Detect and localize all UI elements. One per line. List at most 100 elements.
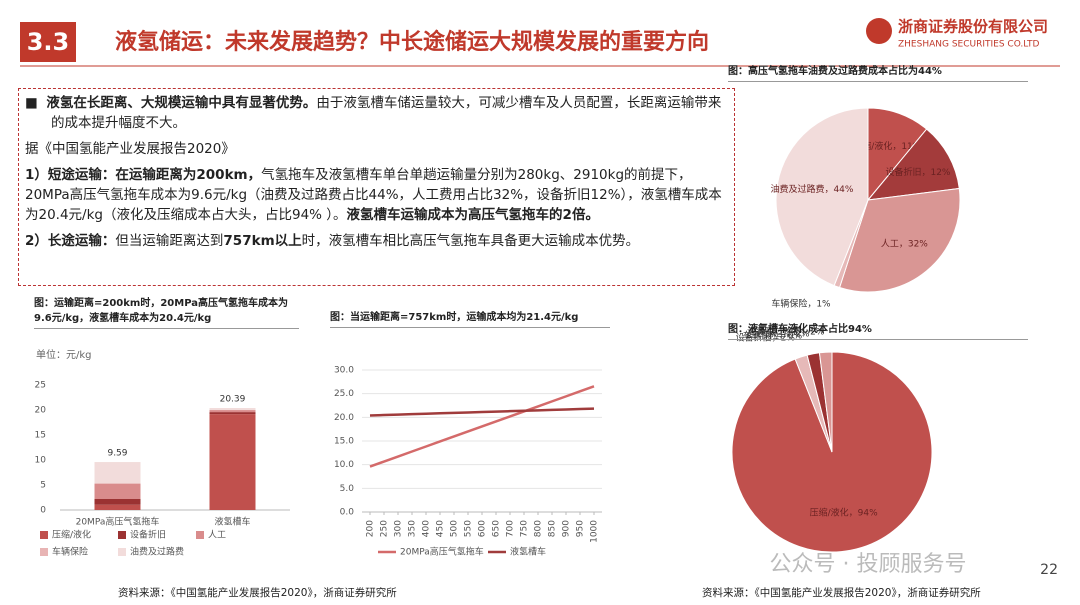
source: 资料来源：《中国氢能产业发展报告2020》，浙商证券研究所 — [118, 587, 397, 599]
text-run: 由于液氢槽车储运量较大，可减少槽车及人员配置，长距离运输带来的成本提升幅度不大。 — [51, 95, 722, 131]
x-tick-label: 550 — [464, 520, 474, 537]
bullet: ■ — [25, 95, 47, 111]
legend-swatch — [118, 548, 126, 556]
total-label: 20.39 — [220, 395, 246, 405]
slice-label: 压缩/液化，94% — [810, 506, 878, 518]
slice-label: 设备折旧，2% — [736, 331, 796, 343]
x-tick-label: 250 — [380, 520, 390, 537]
legend-label: 液氢槽车 — [510, 546, 546, 558]
legend-label: 压缩/液化 — [52, 529, 91, 541]
x-tick-label: 1000 — [590, 520, 600, 543]
chart-title: 图：当运输距离=757km时，运输成本均为21.4元/kg — [330, 310, 610, 328]
x-tick-label: 850 — [548, 520, 558, 537]
unit-label: 单位：元/kg — [36, 348, 92, 361]
bar-segment — [209, 412, 256, 415]
chart-title: 图：运输距离=200km时，20MPa高压气氢拖车成本为9.6元/kg，液氢槽车… — [34, 296, 299, 329]
y-tick-label: 25.0 — [334, 389, 354, 399]
x-tick-label: 液氢槽车 — [214, 516, 250, 528]
pie-slice — [775, 107, 869, 287]
paragraph: 1）短途运输：在运输距离为200km，气氢拖车及液氢槽车单台单趟运输量分别为28… — [25, 165, 728, 225]
y-tick-label: 20.0 — [334, 413, 354, 423]
y-tick-label: 15 — [35, 431, 46, 441]
slice-label: 油费及过路费，44% — [770, 183, 853, 195]
legend-label: 车辆保险 — [52, 546, 88, 558]
x-tick-label: 800 — [534, 520, 544, 537]
company-name: 浙商证券股份有限公司 — [898, 18, 1048, 36]
legend-label: 设备折旧 — [130, 529, 166, 541]
text-box: ■ 液氢在长距离、大规模运输中具有显著优势。由于液氢槽车储运量较大，可减少槽车及… — [18, 88, 735, 286]
section-box — [20, 22, 76, 62]
legend-label: 20MPa高压气氢拖车 — [400, 546, 484, 558]
y-tick-label: 5.0 — [340, 484, 355, 494]
x-tick-label: 450 — [436, 520, 446, 537]
text-run: 2）长途运输： — [25, 233, 116, 249]
y-tick-label: 10.0 — [334, 460, 354, 470]
slice-label: 车辆保险，1% — [771, 297, 831, 309]
legend-label: 人工 — [208, 530, 226, 541]
y-tick-label: 15.0 — [334, 437, 354, 447]
slice-label: 车辆保险，0% — [743, 329, 803, 341]
x-tick-label: 20MPa高压气氢拖车 — [76, 516, 160, 528]
x-tick-label: 200 — [366, 520, 376, 537]
paragraph: 据《中国氢能产业发展报告2020》 — [25, 139, 728, 159]
slice-label: 人工，32% — [881, 238, 928, 249]
bar-segment — [209, 410, 256, 413]
pie-slice — [838, 187, 961, 293]
logo-icon — [866, 18, 892, 44]
company-name-en: ZHESHANG SECURITIES CO.LTD — [898, 40, 1040, 50]
source: 资料来源：《中国氢能产业发展报告2020》，浙商证券研究所 — [702, 587, 981, 599]
watermark: 公众号 · 投顾服务号 — [770, 552, 967, 577]
page-number: 22 — [1040, 562, 1058, 578]
slice-label: 油费及过路费，2% — [747, 326, 825, 338]
paragraph: 2）长途运输：但当运输距离达到757km以上时，液氢槽车相比高压气氢拖车具备更大… — [25, 231, 728, 251]
slice-label: 人工，2% — [768, 329, 810, 340]
text-run: 液氢在长距离、大规模运输中具有显著优势。 — [46, 95, 317, 111]
x-tick-label: 950 — [576, 520, 586, 537]
x-tick-label: 300 — [394, 520, 404, 537]
bar-segment — [94, 483, 141, 484]
legend-swatch — [196, 531, 204, 539]
legend-swatch — [40, 531, 48, 539]
slice-label: 压缩/液化，11% — [853, 140, 921, 152]
pie-slice — [818, 351, 833, 453]
text-run: 757km以上 — [223, 233, 302, 249]
bar-segment — [209, 408, 256, 411]
x-tick-label: 900 — [562, 520, 572, 537]
section-number: 3.3 — [27, 28, 70, 56]
text-run: 液氢槽车运输成本为高压气氢拖车的2倍。 — [346, 207, 599, 223]
bar-segment — [94, 504, 141, 510]
slide-title: 液氢储运：未来发展趋势？中长途储运大规模发展的重要方向 — [115, 29, 709, 55]
text-run: 1）短途运输：在运输距离为200km， — [25, 167, 262, 183]
legend-label: 油费及过路费 — [130, 546, 184, 558]
y-tick-label: 30.0 — [334, 366, 354, 376]
x-tick-label: 350 — [408, 520, 418, 537]
x-tick-label: 650 — [492, 520, 502, 537]
pie-slice — [866, 128, 960, 201]
chart-title: 图：液氢槽车液化成本占比94% — [728, 322, 1028, 340]
y-tick-label: 25 — [35, 381, 46, 391]
legend-swatch — [118, 531, 126, 539]
y-tick-label: 0.0 — [340, 508, 355, 518]
bar-segment — [94, 483, 141, 499]
bar-segment — [94, 462, 141, 484]
text-run: 时，液氢槽车相比高压气氢拖车具备更大运输成本优势。 — [301, 233, 640, 249]
x-tick-label: 600 — [478, 520, 488, 537]
x-tick-label: 750 — [520, 520, 530, 537]
x-tick-label: 400 — [422, 520, 432, 537]
text-run: 气氢拖车及液氢槽车单台单趟运输量分别为280kg、2910kg的前提下，20MP… — [25, 167, 722, 223]
slice-label: 设备折旧，12% — [885, 166, 950, 178]
total-label: 9.59 — [107, 449, 127, 459]
legend-swatch — [40, 548, 48, 556]
line-series — [369, 407, 595, 417]
y-tick-label: 5 — [40, 481, 46, 491]
text-run: 据《中国氢能产业发展报告2020》 — [25, 141, 235, 157]
x-tick-label: 700 — [506, 520, 516, 537]
chart-title: 图：高压气氢拖车油费及过路费成本占比为44% — [728, 64, 1028, 82]
line-series — [369, 385, 595, 468]
x-tick-label: 500 — [450, 520, 460, 537]
text-run: 但当运输距离达到 — [115, 233, 224, 249]
bar-segment — [94, 499, 141, 505]
y-tick-label: 20 — [35, 406, 47, 416]
